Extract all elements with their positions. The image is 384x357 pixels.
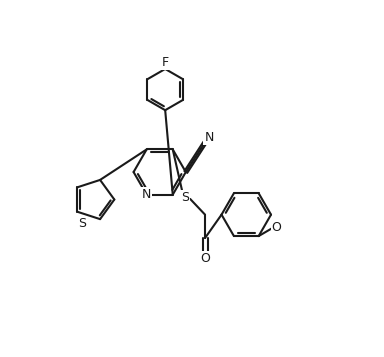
- Text: S: S: [78, 217, 86, 230]
- Text: N: N: [205, 131, 214, 144]
- Text: F: F: [162, 56, 169, 69]
- Text: S: S: [181, 191, 189, 204]
- Text: O: O: [200, 252, 210, 265]
- Text: N: N: [142, 188, 151, 201]
- Text: O: O: [271, 221, 281, 234]
